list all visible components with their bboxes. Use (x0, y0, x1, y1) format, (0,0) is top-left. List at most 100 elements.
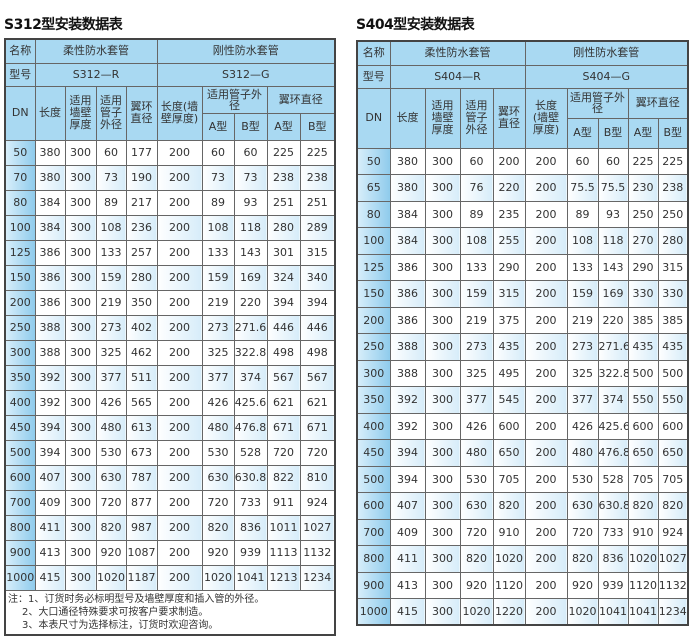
table-cell: 388 (34, 314, 66, 341)
table-cell: 60 (95, 139, 127, 166)
table-cell: 235 (492, 200, 526, 228)
table-cell: 1020 (95, 564, 127, 591)
dn-cell: 50 (4, 139, 36, 166)
table-row: 125 386 300 133 257 200 133 143 301 315 (4, 239, 336, 266)
table-cell: 325 (459, 359, 494, 387)
table-cell: 550 (627, 386, 659, 414)
table-cell: 392 (34, 364, 66, 391)
table-row: 300 388 300 325 495 200 325 322.8 500 500 (356, 359, 689, 387)
table-cell: 143 (233, 239, 268, 266)
header-type-b: B型 (597, 117, 629, 149)
header-rigid-pipe-od: 适用管子外径 (201, 85, 268, 114)
table-cell: 630.8 (597, 492, 629, 520)
table-cell: 108 (566, 227, 599, 255)
table-cell: 550 (657, 386, 689, 414)
header-model-label: 型号 (4, 62, 36, 87)
dn-cell: 450 (356, 439, 391, 467)
table-cell: 60 (459, 147, 494, 175)
table-cell: 273 (95, 314, 127, 341)
table-cell: 250 (627, 200, 659, 228)
header-rigid-sleeve: 刚性防水套管 (156, 38, 336, 64)
dn-cell: 350 (4, 364, 36, 391)
table-cell: 220 (492, 174, 526, 202)
table-cell: 394 (389, 439, 426, 467)
dn-cell: 100 (356, 227, 391, 255)
table-cell: 315 (492, 280, 526, 308)
table-cell: 60 (597, 147, 629, 175)
table-cell: 630 (566, 492, 599, 520)
table-cell: 169 (233, 264, 268, 291)
table-cell: 325 (201, 339, 235, 366)
table-cell: 1041 (233, 564, 268, 591)
s404-table-title: S404型安装数据表 (356, 17, 475, 33)
table-cell: 435 (657, 333, 689, 361)
table-cell: 273 (201, 314, 235, 341)
dn-cell: 900 (4, 539, 36, 566)
table-cell: 385 (657, 306, 689, 334)
table-cell: 377 (566, 386, 599, 414)
table-cell: 108 (459, 227, 494, 255)
table-cell: 720 (266, 439, 301, 466)
table-cell: 169 (597, 280, 629, 308)
dn-cell: 150 (356, 280, 391, 308)
s312-data-table: 名称 柔性防水套管 刚性防水套管 型号 S312—R S312—G DN 长度 适用墙壁厚度 适用… (4, 38, 336, 636)
table-cell: 877 (125, 489, 158, 516)
table-cell: 375 (492, 306, 526, 334)
table-cell: 300 (424, 571, 461, 599)
table-cell: 200 (156, 564, 203, 591)
table-cell: 300 (424, 465, 461, 493)
table-cell: 1027 (657, 545, 689, 573)
table-cell: 411 (34, 514, 66, 541)
model-flexible: S404—R (389, 64, 526, 89)
dn-cell: 70 (4, 164, 36, 191)
table-cell: 426 (201, 389, 235, 416)
table-cell: 236 (125, 214, 158, 241)
table-row: 200 386 300 219 350 200 219 220 394 394 (4, 289, 336, 316)
table-cell: 200 (524, 333, 568, 361)
table-cell: 89 (459, 200, 494, 228)
table-row: 400 392 300 426 600 200 426 425.6 600 600 (356, 412, 689, 440)
table-cell: 911 (266, 489, 301, 516)
table-cell: 200 (156, 514, 203, 541)
table-cell: 238 (266, 164, 301, 191)
table-row: 500 394 300 530 705 200 530 528 705 705 (356, 465, 689, 493)
table-cell: 200 (156, 164, 203, 191)
table-cell: 1213 (266, 564, 301, 591)
header-pipe-od: 适用管子外径 (95, 85, 127, 141)
table-cell: 820 (492, 492, 526, 520)
table-cell: 939 (233, 539, 268, 566)
table-cell: 200 (156, 489, 203, 516)
table-cell: 325 (566, 359, 599, 387)
table-cell: 133 (459, 253, 494, 281)
table-cell: 89 (95, 189, 127, 216)
table-cell: 621 (266, 389, 301, 416)
table-row: 800 411 300 820 987 200 820 836 1011 1027 (4, 514, 336, 541)
table-cell: 325 (95, 339, 127, 366)
table-cell: 384 (34, 214, 66, 241)
table-cell: 386 (34, 289, 66, 316)
table-cell: 60 (233, 139, 268, 166)
header-ring-diameter: 翼环直径 (125, 85, 158, 141)
table-cell: 200 (524, 253, 568, 281)
table-cell: 200 (524, 306, 568, 334)
table-cell: 384 (389, 200, 426, 228)
table-row: 100 384 300 108 236 200 108 118 280 289 (4, 214, 336, 241)
table-cell: 315 (657, 253, 689, 281)
header-length: 长度 (34, 85, 66, 141)
dn-cell: 65 (356, 174, 391, 202)
header-dn: DN (356, 87, 391, 149)
table-cell: 1120 (627, 571, 659, 599)
table-cell: 1011 (266, 514, 301, 541)
table-cell: 377 (95, 364, 127, 391)
table-cell: 300 (64, 464, 97, 491)
table-cell: 300 (424, 147, 461, 175)
table-cell: 300 (64, 289, 97, 316)
table-cell: 394 (34, 414, 66, 441)
table-cell: 386 (34, 239, 66, 266)
table-cell: 733 (597, 518, 629, 546)
table-cell: 987 (125, 514, 158, 541)
table-cell: 219 (95, 289, 127, 316)
table-cell: 300 (64, 264, 97, 291)
table-cell: 407 (34, 464, 66, 491)
table-cell: 530 (95, 439, 127, 466)
